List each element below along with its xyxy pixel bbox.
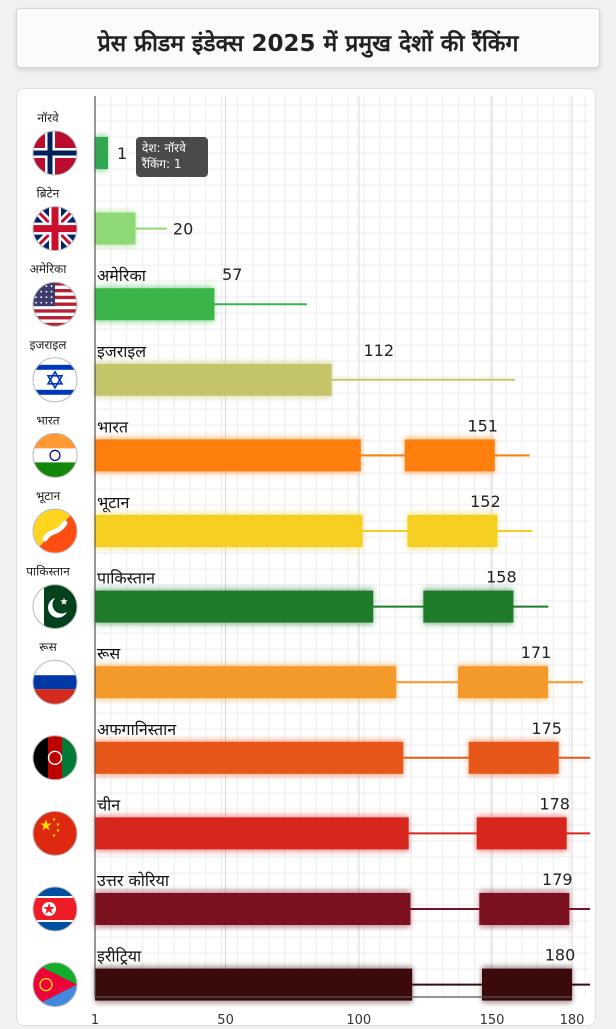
value-label: 112 <box>364 341 395 360</box>
bar-label: अमेरिका <box>97 266 147 285</box>
tooltip-country: देश: नॉरवे <box>142 141 186 155</box>
flag-russia-icon <box>32 659 78 705</box>
flag-afghanistan-icon <box>32 735 78 781</box>
x-tick-label: 1 <box>91 1013 99 1028</box>
country-side-label: अमेरिका <box>30 262 68 276</box>
bar-label: रूस <box>97 644 121 663</box>
bar <box>95 363 332 396</box>
country-side-label: पाकिस्तान <box>26 565 70 579</box>
bar-segment <box>476 817 567 850</box>
bar-segment <box>423 590 514 623</box>
value-label: 151 <box>467 416 498 435</box>
chart-panel <box>16 88 596 1026</box>
title-box: प्रेस फ्रीडम इंडेक्स 2025 में प्रमुख देश… <box>16 8 600 68</box>
flag-pakistan-icon <box>32 584 78 630</box>
bar-segment <box>482 968 572 1001</box>
flag-eritrea-icon <box>32 962 78 1008</box>
bar-segment <box>479 893 570 925</box>
bar-label: भारत <box>97 417 129 436</box>
x-tick-label: 100 <box>346 1013 371 1028</box>
flag-usa-icon <box>32 281 78 327</box>
country-side-label: नॉरवे <box>37 111 59 125</box>
value-label: 178 <box>539 794 570 813</box>
bar-label: उत्तर कोरिया <box>97 871 170 890</box>
country-side-label: ब्रिटेन <box>37 187 60 201</box>
bar-label: भूटान <box>97 493 130 513</box>
value-label: 171 <box>521 643 552 662</box>
value-label: 152 <box>470 492 501 511</box>
x-tick-label: 150 <box>480 1013 505 1028</box>
bar <box>95 590 374 623</box>
value-label: 179 <box>542 870 573 889</box>
country-side-label: इजराइल <box>30 338 68 352</box>
bar-label: चीन <box>97 795 121 814</box>
bar <box>95 817 409 850</box>
bar-segment <box>404 439 495 472</box>
flag-china-icon <box>32 810 78 856</box>
flag-israel-icon <box>32 357 78 403</box>
bar <box>95 439 361 472</box>
x-tick-label: 180 <box>560 1013 585 1028</box>
bar <box>95 666 397 699</box>
value-label: 57 <box>222 265 242 284</box>
value-label: 1 <box>117 144 127 163</box>
country-side-label: रूस <box>39 640 57 654</box>
value-label: 175 <box>531 719 562 738</box>
flag-india-icon <box>32 432 78 478</box>
value-label: 180 <box>545 946 576 965</box>
country-side-label: भूटान <box>36 489 61 504</box>
bar <box>95 288 215 321</box>
bar-label: पाकिस्तान <box>97 569 156 588</box>
flag-uk-icon <box>32 206 78 252</box>
bar-label: इजराइल <box>97 342 147 361</box>
bar-segment <box>458 666 549 699</box>
flag-bhutan-icon <box>32 508 78 554</box>
bar-segment <box>407 515 498 547</box>
bar <box>95 968 413 1001</box>
bar <box>95 893 411 925</box>
bar-label: इरीट्रिया <box>97 947 142 966</box>
country-side-label: भारत <box>36 413 60 427</box>
value-label: 20 <box>173 220 193 239</box>
bar <box>95 515 363 547</box>
tooltip: देश: नॉरवे रैंकिंग: 1 <box>136 137 208 177</box>
flag-north-korea-icon <box>32 886 78 932</box>
bar <box>95 212 136 245</box>
tooltip-rank: रैंकिंग: 1 <box>142 157 182 171</box>
page-title: प्रेस फ्रीडम इंडेक्स 2025 में प्रमुख देश… <box>97 31 519 57</box>
bar-segment <box>468 741 559 774</box>
flag-norway-icon <box>32 130 78 176</box>
x-tick-label: 50 <box>217 1013 234 1028</box>
bar <box>95 741 404 774</box>
bar-label: अफगानिस्तान <box>97 720 177 739</box>
bar <box>95 137 108 169</box>
value-label: 158 <box>486 568 517 587</box>
